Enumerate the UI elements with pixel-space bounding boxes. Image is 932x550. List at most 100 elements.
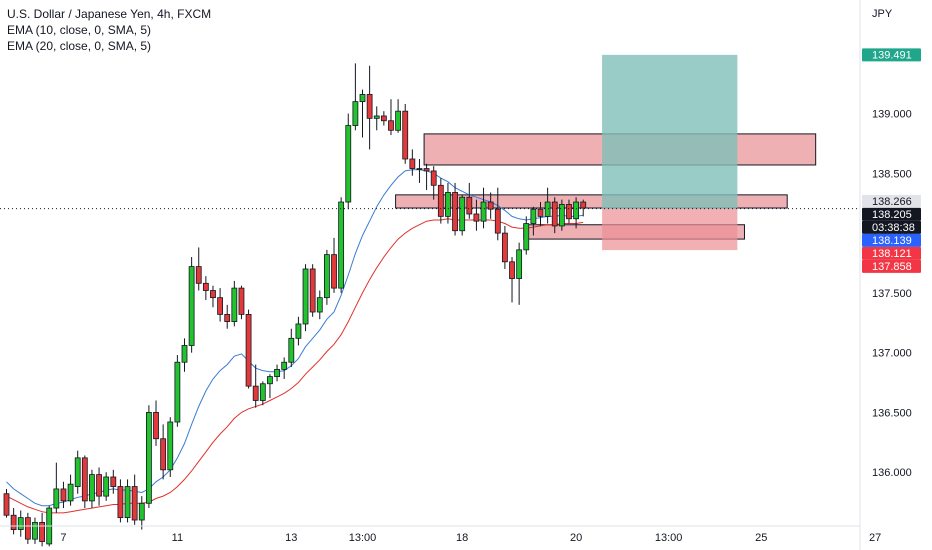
candle-body bbox=[138, 502, 145, 521]
candle-body bbox=[302, 268, 309, 325]
candle-body bbox=[473, 213, 480, 222]
candle-body bbox=[530, 208, 537, 224]
candle bbox=[24, 512, 31, 544]
take-profit-area[interactable] bbox=[602, 54, 738, 209]
candle bbox=[202, 276, 209, 301]
candle bbox=[181, 338, 188, 372]
candle bbox=[323, 249, 330, 305]
candle-body bbox=[195, 266, 202, 284]
candle-body bbox=[124, 486, 131, 519]
candle-body bbox=[259, 383, 266, 401]
candle-body bbox=[416, 168, 423, 170]
candle bbox=[295, 316, 302, 346]
candle-body bbox=[24, 517, 31, 540]
time-tick-label: 27 bbox=[869, 532, 881, 544]
candle bbox=[523, 216, 530, 255]
time-tick-label: 13:00 bbox=[655, 532, 683, 544]
candle bbox=[452, 182, 458, 236]
ema-20-label[interactable]: EMA (20, close, 0, SMA, 5) bbox=[7, 39, 152, 53]
candle-body bbox=[17, 517, 24, 530]
candle-body bbox=[181, 345, 188, 363]
candle-body bbox=[359, 94, 366, 103]
candle-body bbox=[210, 290, 216, 299]
time-axis[interactable]: 7 11 13 13:00 18 20 13:00 25 27 bbox=[60, 532, 881, 544]
candle-body bbox=[566, 204, 572, 220]
candle bbox=[380, 111, 387, 126]
candle-body bbox=[338, 201, 345, 289]
candle-body bbox=[487, 201, 494, 210]
candle-body bbox=[380, 115, 387, 122]
candle-body bbox=[373, 115, 380, 119]
price-tag bbox=[862, 194, 921, 208]
candle-body bbox=[423, 168, 430, 172]
candle bbox=[153, 400, 159, 446]
candle bbox=[124, 479, 131, 523]
candle bbox=[445, 182, 451, 224]
candle-body bbox=[81, 457, 88, 502]
candle-body bbox=[395, 110, 402, 131]
price-tag-label: 137.858 bbox=[872, 261, 912, 273]
candle bbox=[81, 455, 88, 509]
time-tick-label: 7 bbox=[60, 532, 66, 544]
price-tag-label: 138.266 bbox=[872, 196, 912, 208]
time-tick-label: 20 bbox=[570, 532, 582, 544]
candle-body bbox=[117, 486, 124, 519]
candle-body bbox=[224, 314, 231, 322]
candle-body bbox=[145, 412, 152, 504]
candle bbox=[359, 89, 366, 138]
candle-body bbox=[558, 204, 565, 227]
candle-body bbox=[267, 376, 273, 385]
candle bbox=[409, 149, 416, 176]
price-axis[interactable]: 136.000136.500137.000137.500138.000138.5… bbox=[872, 109, 912, 480]
candle bbox=[39, 512, 45, 547]
candle bbox=[188, 257, 195, 353]
price-tag-label: 138.205 bbox=[872, 209, 912, 221]
candle bbox=[501, 225, 508, 269]
price-tag-label: 138.139 bbox=[872, 235, 912, 247]
candle bbox=[3, 488, 10, 518]
candle-body bbox=[501, 232, 508, 263]
time-tick-label: 11 bbox=[172, 532, 183, 544]
candle-body bbox=[544, 201, 551, 217]
stop-loss-area[interactable] bbox=[602, 208, 738, 251]
candle-body bbox=[238, 287, 245, 315]
candle bbox=[566, 199, 572, 224]
candle bbox=[388, 99, 394, 136]
price-tick-label: 137.500 bbox=[872, 288, 912, 300]
candle-body bbox=[167, 421, 174, 471]
candle bbox=[174, 355, 181, 427]
candle bbox=[480, 187, 487, 229]
price-tag bbox=[862, 207, 921, 221]
candle bbox=[17, 510, 24, 537]
candle bbox=[558, 199, 565, 231]
price-tag-label: 138.121 bbox=[872, 248, 912, 260]
candle-body bbox=[110, 476, 117, 487]
candle bbox=[437, 178, 444, 224]
candle-body bbox=[494, 208, 501, 234]
candle bbox=[459, 194, 466, 236]
candle-body bbox=[217, 297, 224, 315]
long-position-tool[interactable] bbox=[602, 54, 738, 251]
candle-body bbox=[231, 287, 238, 322]
candle bbox=[259, 381, 266, 406]
candle-body bbox=[103, 476, 110, 497]
candle bbox=[67, 474, 74, 506]
candle bbox=[60, 481, 67, 509]
candle bbox=[309, 264, 316, 317]
symbol-title[interactable]: U.S. Dollar / Japanese Yen, 4h, FXCM bbox=[7, 7, 212, 21]
ema-10-label[interactable]: EMA (10, close, 0, SMA, 5) bbox=[7, 23, 152, 37]
ema-20-line bbox=[6, 218, 584, 514]
candle-body bbox=[252, 385, 259, 401]
candle-body bbox=[32, 522, 38, 540]
candle-body bbox=[523, 223, 530, 251]
candle bbox=[110, 469, 117, 494]
candle bbox=[96, 467, 102, 506]
candle-body bbox=[60, 488, 67, 502]
candle-body bbox=[281, 361, 288, 370]
candle bbox=[402, 104, 409, 164]
candles-layer bbox=[3, 63, 587, 547]
time-tick-label: 13:00 bbox=[349, 532, 377, 544]
time-tick-label: 25 bbox=[755, 532, 767, 544]
candle-body bbox=[388, 120, 394, 131]
